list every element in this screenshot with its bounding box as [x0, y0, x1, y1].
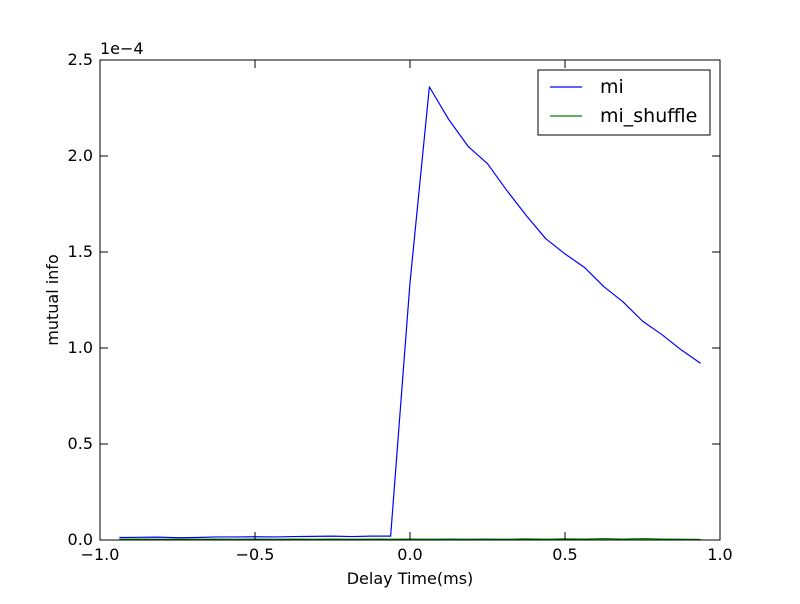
legend-label-mi-shuffle: mi_shuffle	[600, 105, 697, 127]
y-axis-label: mutual info	[43, 254, 62, 345]
legend: mi mi_shuffle	[537, 69, 711, 136]
legend-box	[537, 69, 711, 136]
y-tick-label: 0.0	[68, 530, 93, 549]
y-tick-label: 2.0	[68, 146, 93, 165]
axis-ticks	[99, 59, 721, 541]
x-tick-label: 0.5	[552, 545, 577, 564]
series-line-mi	[119, 86, 701, 539]
y-tick-label: 2.5	[68, 50, 93, 69]
legend-label-mi: mi	[600, 76, 624, 98]
y-scale-offset-label: 1e−4	[100, 39, 144, 58]
y-tick-label: 1.0	[68, 338, 93, 357]
x-tick-label: 1.0	[707, 545, 732, 564]
y-tick-label: 0.5	[68, 434, 93, 453]
y-tick-label: 1.5	[68, 242, 93, 261]
x-tick-label: −0.5	[236, 545, 275, 564]
x-tick-label: −1.0	[81, 545, 120, 564]
x-tick-label: 0.0	[397, 545, 422, 564]
axis-tick-labels: −1.0 −0.5 0.0 0.5 1.0 0.0 0.5 1.0 1.5 2.0 2.5	[68, 50, 733, 564]
x-axis-label: Delay Time(ms)	[347, 569, 474, 588]
plot-lines	[119, 86, 701, 541]
